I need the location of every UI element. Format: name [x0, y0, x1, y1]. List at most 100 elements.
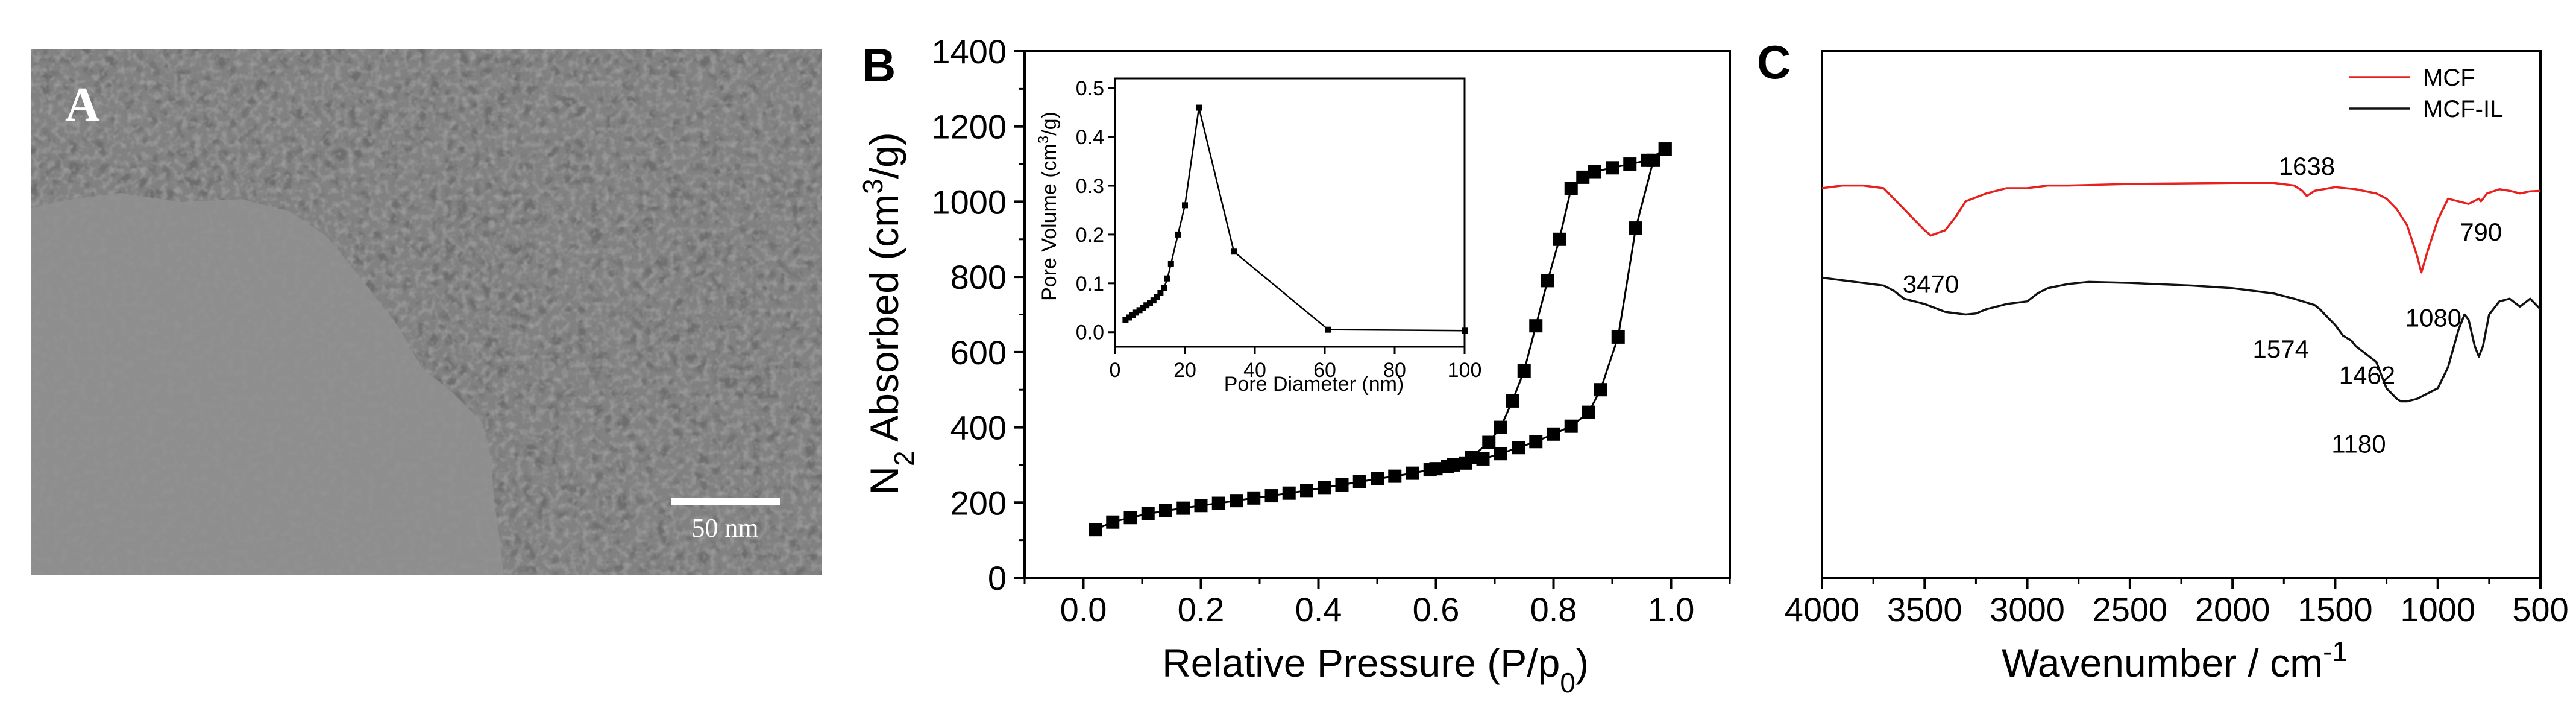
mcf-spectrum [1821, 182, 2541, 274]
adsorption-point [1211, 496, 1225, 510]
desorption-point [1553, 232, 1566, 246]
inset-y-ticks: 0.0 0.1 0.2 0.3 0.4 0.5 [1076, 77, 1115, 344]
inset-point [1164, 275, 1170, 282]
y-tick-label: 1400 [931, 33, 1007, 71]
adsorption-point [1611, 330, 1625, 344]
legend-label-mcf: MCF [2423, 65, 2475, 91]
inset-point [1157, 290, 1164, 296]
x-tick-label: 3500 [1887, 590, 1962, 628]
adsorption-point [1335, 478, 1349, 492]
adsorption-point [1547, 427, 1560, 441]
inset-x-ticks: 0 20 40 60 80 100 [1110, 347, 1482, 382]
x-tick-label: 1000 [2400, 590, 2475, 628]
chart-c-annotations: 3470 1638 1080 790 1574 1462 1180 [1903, 152, 2502, 458]
adsorption-point [1594, 383, 1607, 397]
y-tick-label: 1000 [931, 183, 1007, 221]
inset-point [1140, 305, 1146, 311]
adsorption-line [1095, 148, 1666, 531]
inset-point [1129, 312, 1136, 318]
chart-c-ftir: 4000 3500 3000 2500 2000 1500 1000 500 3470 1638… [1785, 50, 2569, 685]
inset-point [1196, 104, 1202, 111]
adsorption-point [1089, 523, 1102, 537]
adsorption-point [1123, 511, 1137, 525]
desorption-point [1623, 157, 1637, 171]
desorption-point [1641, 153, 1654, 167]
x-tick-label: 4000 [1785, 590, 1860, 628]
x-tick-label: 0.2 [1178, 590, 1225, 628]
inset-point [1126, 314, 1132, 321]
chart-b-x-ticks: 0.0 0.2 0.4 0.6 0.8 1.0 [1023, 578, 1731, 628]
chart-b-y-axis-title: N2 Absorbed (cm3/g) [857, 132, 920, 495]
desorption-point [1465, 451, 1478, 464]
chart-b-series [1089, 142, 1672, 537]
chart-b-inset: 0 20 40 60 80 100 0.0 0.1 0.2 0.3 0.4 0.5 Pore Dia… [1035, 77, 1482, 396]
adsorption-point [1141, 507, 1155, 520]
scale-bar-label: 50 nm [691, 513, 758, 543]
adsorption-point [1529, 435, 1543, 449]
y-tick-label: 400 [950, 409, 1007, 447]
adsorption-point [1406, 466, 1419, 480]
inset-x-tick-label: 0 [1110, 359, 1121, 382]
inset-x-tick-label: 60 [1313, 359, 1336, 382]
chart-c-x-ticks: 4000 3500 3000 2500 2000 1500 1000 500 [1785, 578, 2569, 628]
x-tick-label: 2000 [2195, 590, 2270, 628]
inset-y-tick-label: 0.2 [1076, 224, 1104, 247]
desorption-point [1576, 170, 1590, 184]
scale-bar [671, 498, 780, 505]
inset-point [1143, 302, 1150, 309]
x-tick-label: 0.0 [1060, 590, 1107, 628]
desorption-point [1588, 165, 1601, 179]
chart-c-x-axis-title: Wavenumber / cm-1 [2002, 636, 2348, 685]
desorption-point [1606, 161, 1619, 175]
inset-point [1122, 317, 1129, 323]
y-tick-label: 1200 [931, 108, 1007, 146]
adsorption-point [1300, 484, 1313, 498]
inset-point [1161, 285, 1167, 291]
x-tick-label: 2500 [2093, 590, 2168, 628]
adsorption-point [1247, 491, 1261, 505]
adsorption-point [1371, 472, 1384, 486]
inset-y-tick-label: 0.4 [1076, 126, 1104, 149]
desorption-point [1541, 274, 1554, 288]
adsorption-point [1582, 405, 1595, 419]
panel-a-tem-image [31, 49, 822, 575]
y-tick-label: 600 [950, 334, 1007, 371]
inset-point [1325, 326, 1331, 333]
peak-label: 1638 [2279, 152, 2335, 180]
inset-point [1136, 307, 1143, 314]
inset-y-tick-label: 0.5 [1076, 77, 1104, 100]
inset-point [1150, 297, 1157, 304]
inset-series [1122, 104, 1468, 334]
chart-b-y-ticks: 0 200 400 600 800 1000 1200 1400 [931, 33, 1025, 597]
x-tick-label: 0.4 [1295, 590, 1342, 628]
chart-b-isotherm: 0.0 0.2 0.4 0.6 0.8 1.0 020040060080010001200… [857, 33, 1731, 698]
peak-label: 3470 [1903, 270, 1959, 299]
adsorption-point [1106, 515, 1120, 529]
desorption-point [1564, 182, 1578, 195]
inset-x-axis-title: Pore Diameter (nm) [1224, 373, 1404, 396]
inset-point [1462, 327, 1468, 334]
adsorption-point [1230, 494, 1243, 508]
x-tick-label: 500 [2512, 590, 2568, 628]
inset-x-tick-label: 100 [1448, 359, 1482, 382]
panel-a-letter: A [65, 78, 100, 131]
inset-x-tick-label: 80 [1383, 359, 1406, 382]
adsorption-point [1282, 486, 1296, 500]
y-tick-label: 200 [950, 484, 1007, 522]
x-tick-label: 1.0 [1648, 590, 1695, 628]
adsorption-point [1564, 419, 1578, 433]
adsorption-point [1388, 469, 1402, 483]
desorption-point [1517, 364, 1531, 378]
inset-x-tick-label: 40 [1243, 359, 1266, 382]
inset-point [1175, 231, 1181, 238]
inset-y-tick-label: 0.1 [1076, 273, 1104, 296]
panel-c-letter: C [1757, 36, 1791, 89]
adsorption-point [1176, 501, 1190, 515]
inset-point [1147, 300, 1153, 306]
inset-point [1231, 248, 1237, 255]
x-tick-label: 3000 [1990, 590, 2065, 628]
adsorption-point [1629, 221, 1642, 235]
adsorption-point [1512, 441, 1525, 455]
adsorption-point [1318, 481, 1331, 495]
desorption-point [1658, 142, 1672, 156]
